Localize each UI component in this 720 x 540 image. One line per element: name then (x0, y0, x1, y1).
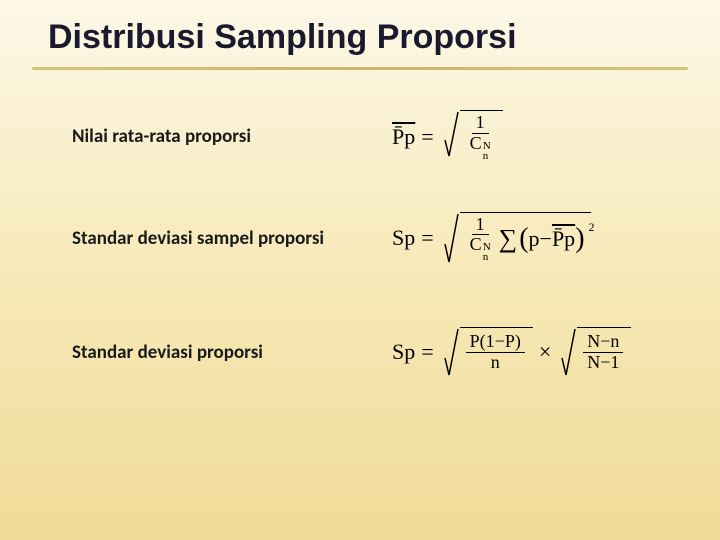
formula-stddev-prop: Sp = P(1−P) n × N−n N−1 (392, 327, 631, 377)
equals-sign: = (421, 339, 433, 365)
lhs-sp1: Sp (392, 225, 415, 251)
exponent: 2 (589, 220, 595, 235)
sqrt-block-1: P(1−P) n (444, 327, 533, 377)
sum-left: p (529, 226, 540, 252)
formula-stddev-sample: Sp = 1 CNn ∑ ( p − P̄p ) 2 (392, 212, 595, 266)
row-stddev-proportion: Standar deviasi proporsi Sp = P(1−P) n ×… (0, 327, 720, 377)
radical-icon (444, 110, 460, 158)
lhs-sp2: Sp (392, 339, 415, 365)
frac1-den: n (487, 353, 504, 373)
paren-close: ) (575, 223, 584, 255)
row-stddev-sample: Standar deviasi sampel proporsi Sp = 1 C… (0, 212, 720, 266)
sqrt-block: 1 CNn ∑ ( p − P̄p ) (444, 212, 591, 266)
lhs-pp: P̄p (392, 124, 415, 150)
frac-num: 1 (472, 215, 489, 236)
paren-open: ( (519, 223, 528, 255)
row-mean-proportion: Nilai rata-rata proporsi P̄p = 1 CNn (0, 110, 720, 164)
radical-icon (444, 327, 460, 377)
label-stddev-sample: Standar deviasi sampel proporsi (72, 227, 392, 250)
frac-den: CNn (466, 235, 495, 263)
radical-icon (444, 212, 460, 264)
sigma-icon: ∑ (499, 224, 518, 254)
radical-icon (561, 327, 577, 377)
frac2-den: N−1 (583, 353, 623, 373)
formula-mean: P̄p = 1 CNn (392, 110, 503, 164)
frac1-num: P(1−P) (466, 332, 525, 353)
sqrt-block-2: N−n N−1 (561, 327, 631, 377)
sum-right: P̄p (552, 226, 575, 252)
title-underline (32, 67, 688, 70)
label-stddev-prop: Standar deviasi proporsi (72, 341, 392, 364)
equals-sign: = (421, 225, 433, 251)
frac-num: 1 (472, 113, 489, 134)
label-mean: Nilai rata-rata proporsi (72, 125, 392, 148)
equals-sign: = (421, 124, 433, 150)
frac-den: CNn (466, 134, 495, 162)
frac2-num: N−n (583, 332, 623, 353)
slide-title: Distribusi Sampling Proporsi (0, 0, 720, 57)
minus-sign: − (540, 226, 552, 252)
times-sign: × (539, 339, 551, 365)
sqrt-block: 1 CNn (444, 110, 503, 164)
